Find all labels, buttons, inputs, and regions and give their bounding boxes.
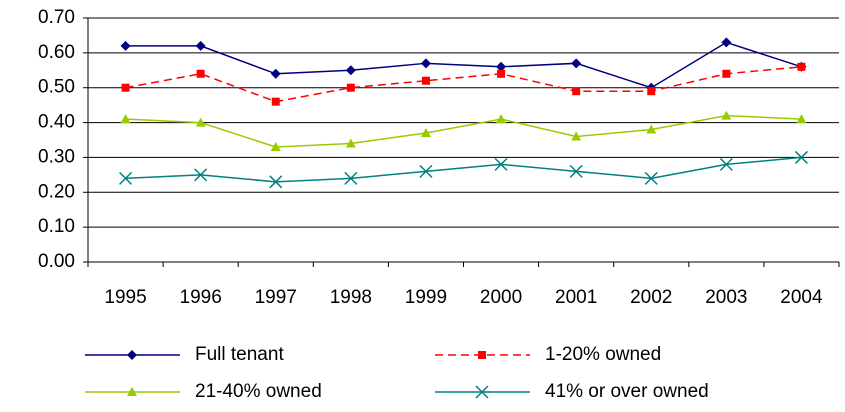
marker <box>647 87 656 96</box>
marker <box>120 114 131 124</box>
x-tick-label: 2001 <box>555 287 597 308</box>
marker <box>646 124 657 134</box>
marker <box>794 150 808 164</box>
marker <box>270 141 281 151</box>
marker <box>271 97 280 106</box>
x-tick-label: 2004 <box>780 287 823 308</box>
marker <box>721 110 732 120</box>
marker <box>719 157 733 171</box>
legend-marker <box>127 387 137 396</box>
marker <box>644 171 658 185</box>
x-tick-label: 1996 <box>180 287 222 308</box>
marker <box>421 76 430 85</box>
legend-label: 41% or over owned <box>545 381 709 402</box>
series-line <box>125 66 802 103</box>
marker <box>796 114 807 124</box>
series-line <box>125 41 802 89</box>
y-tick-label: 0.00 <box>38 251 75 272</box>
marker <box>571 58 582 69</box>
marker <box>270 68 281 79</box>
x-tick-label: 2002 <box>630 287 672 308</box>
legend-marker <box>127 350 137 360</box>
y-tick-label: 0.70 <box>38 7 75 28</box>
x-tick-label: 2000 <box>480 287 522 308</box>
marker <box>345 65 356 76</box>
marker <box>119 171 133 185</box>
series-line <box>125 156 802 183</box>
y-tick-label: 0.20 <box>38 181 75 202</box>
marker <box>571 131 582 141</box>
x-tick-label: 1995 <box>104 287 146 308</box>
marker <box>722 69 731 78</box>
marker <box>797 62 806 71</box>
x-tick-label: 2003 <box>705 287 747 308</box>
marker <box>345 138 356 148</box>
y-tick-label: 0.10 <box>38 216 75 237</box>
marker <box>120 40 131 51</box>
marker <box>494 157 508 171</box>
x-tick-label: 1999 <box>405 287 447 308</box>
marker <box>496 61 507 72</box>
legend-label: 1-20% owned <box>545 344 661 365</box>
marker <box>497 69 506 78</box>
y-tick-label: 0.50 <box>38 77 75 98</box>
y-tick-label: 0.40 <box>38 112 75 133</box>
marker <box>194 168 208 182</box>
marker <box>721 37 732 48</box>
y-tick-label: 0.30 <box>38 146 75 167</box>
series-line <box>125 114 802 148</box>
x-tick-label: 1998 <box>330 287 372 308</box>
marker <box>572 87 581 96</box>
marker <box>419 164 433 178</box>
y-tick-label: 0.60 <box>38 42 75 63</box>
marker <box>121 83 130 92</box>
marker <box>346 83 355 92</box>
legend-label: Full tenant <box>195 344 284 365</box>
legend-marker <box>475 385 489 399</box>
x-tick-label: 1997 <box>255 287 297 308</box>
marker <box>420 128 431 138</box>
marker <box>420 58 431 69</box>
marker <box>269 175 283 189</box>
marker <box>496 114 507 124</box>
legend-label: 21-40% owned <box>195 381 322 402</box>
marker <box>195 117 206 127</box>
marker <box>344 171 358 185</box>
marker <box>196 69 205 78</box>
marker <box>195 40 206 51</box>
marker <box>569 164 583 178</box>
legend-marker <box>478 351 486 359</box>
